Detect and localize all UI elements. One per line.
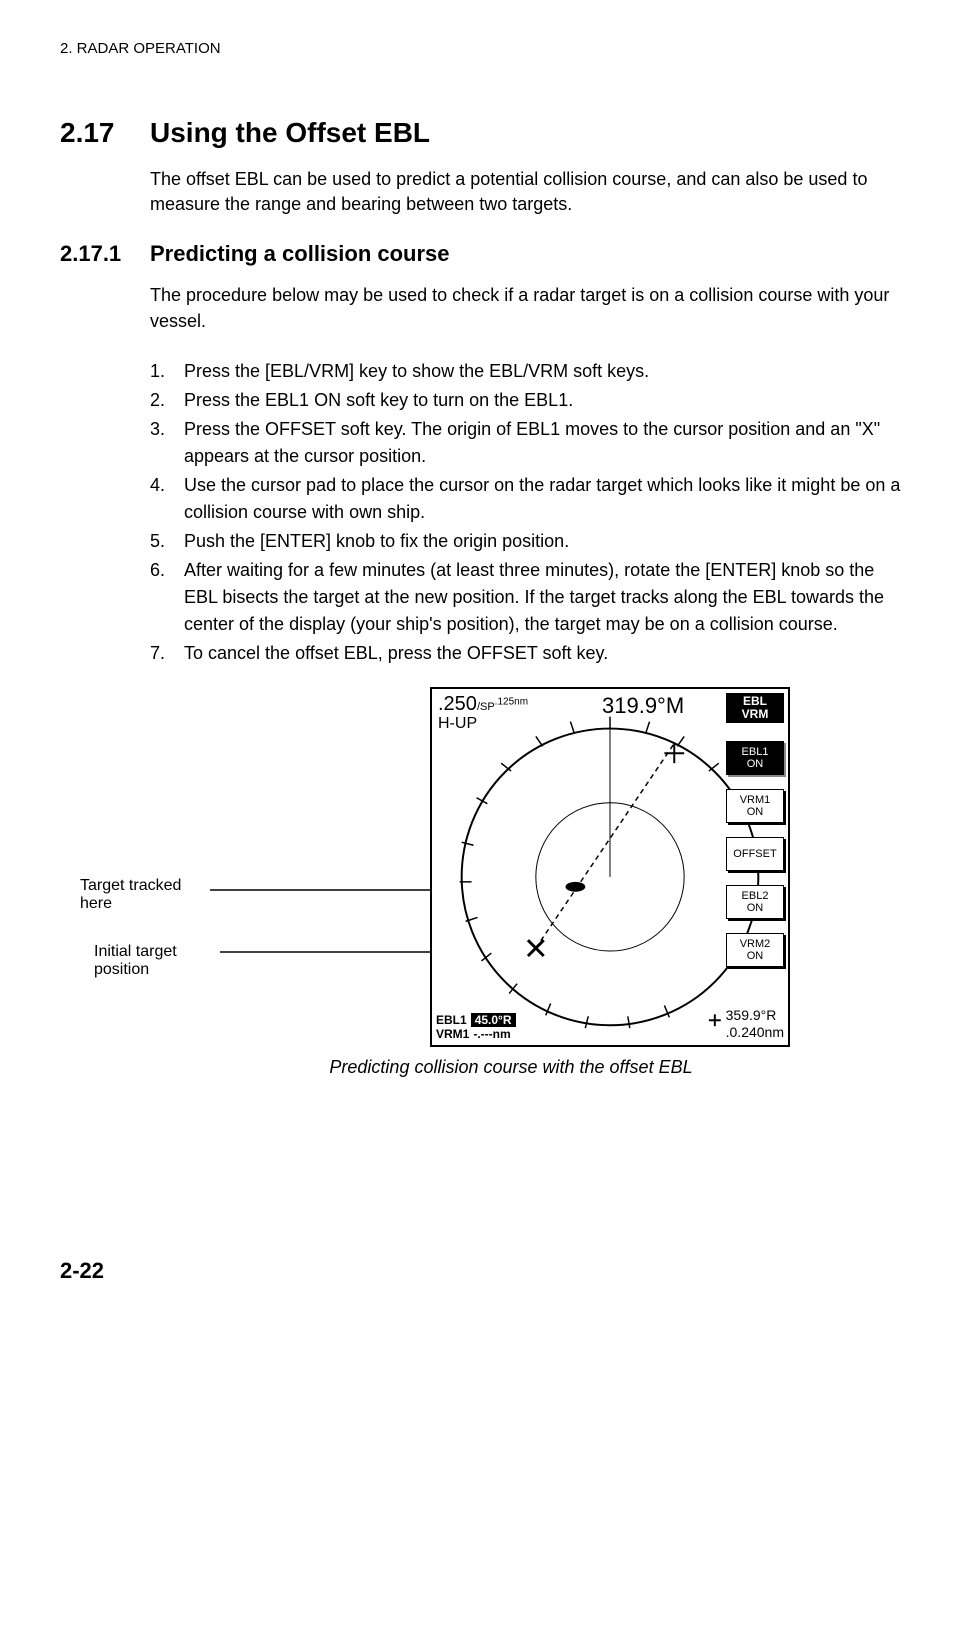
- subsection-title: 2.17.1Predicting a collision course: [60, 241, 902, 267]
- subsection-number: 2.17.1: [60, 241, 150, 267]
- list-item: 4.Use the cursor pad to place the cursor…: [150, 472, 902, 526]
- softkey-ebl2-on[interactable]: EBL2ON: [726, 885, 784, 919]
- x-marker-icon: [528, 940, 544, 956]
- list-item: 7.To cancel the offset EBL, press the OF…: [150, 640, 902, 667]
- intro-text: The offset EBL can be used to predict a …: [150, 167, 902, 217]
- subintro-text: The procedure below may be used to check…: [150, 283, 902, 333]
- radar-screen: .250/SP.125nm H-UP 319.9°M EBLVRM EBL1ON…: [430, 687, 790, 1047]
- page-number: 2-22: [60, 1258, 902, 1284]
- softkey-vrm1-on[interactable]: VRM1ON: [726, 789, 784, 823]
- label-initial: Initial target position: [94, 943, 224, 979]
- softkey-ebl1-on[interactable]: EBL1ON: [726, 741, 784, 775]
- diagram-labels: Target tracked here Initial target posit…: [80, 877, 224, 1009]
- list-item: 5.Push the [ENTER] knob to fix the origi…: [150, 528, 902, 555]
- softkey-offset[interactable]: OFFSET: [726, 837, 784, 871]
- list-item: 1.Press the [EBL/VRM] key to show the EB…: [150, 358, 902, 385]
- range-readout: .250/SP.125nm H-UP: [438, 693, 528, 733]
- softkey-vrm2-on[interactable]: VRM2ON: [726, 933, 784, 967]
- label-tracked: Target tracked here: [80, 877, 210, 913]
- section-title: 2.17Using the Offset EBL: [60, 117, 902, 149]
- figure-caption: Predicting collision course with the off…: [120, 1057, 902, 1078]
- ebl-vrm-readout: EBL145.0°R VRM1-.---nm: [436, 1013, 516, 1041]
- label-arrows: [210, 882, 430, 1002]
- radar-diagram: Target tracked here Initial target posit…: [260, 687, 820, 1047]
- page-header: 2. RADAR OPERATION: [60, 40, 902, 57]
- cursor-readout: 359.9°R .0.240nm: [726, 1007, 784, 1041]
- steps-list: 1.Press the [EBL/VRM] key to show the EB…: [150, 358, 902, 667]
- list-item: 2.Press the EBL1 ON soft key to turn on …: [150, 387, 902, 414]
- list-item: 6.After waiting for a few minutes (at le…: [150, 557, 902, 638]
- target-blip-icon: [566, 882, 586, 892]
- section-number: 2.17: [60, 117, 150, 149]
- section-heading: Using the Offset EBL: [150, 117, 430, 148]
- plus-icon: [709, 1014, 721, 1026]
- softkeys: EBL1ON VRM1ON OFFSET EBL2ON VRM2ON: [726, 741, 784, 967]
- bearing-readout: 319.9°M: [602, 693, 684, 719]
- subsection-heading: Predicting a collision course: [150, 241, 450, 266]
- list-item: 3.Press the OFFSET soft key. The origin …: [150, 416, 902, 470]
- menu-title: EBLVRM: [726, 693, 784, 723]
